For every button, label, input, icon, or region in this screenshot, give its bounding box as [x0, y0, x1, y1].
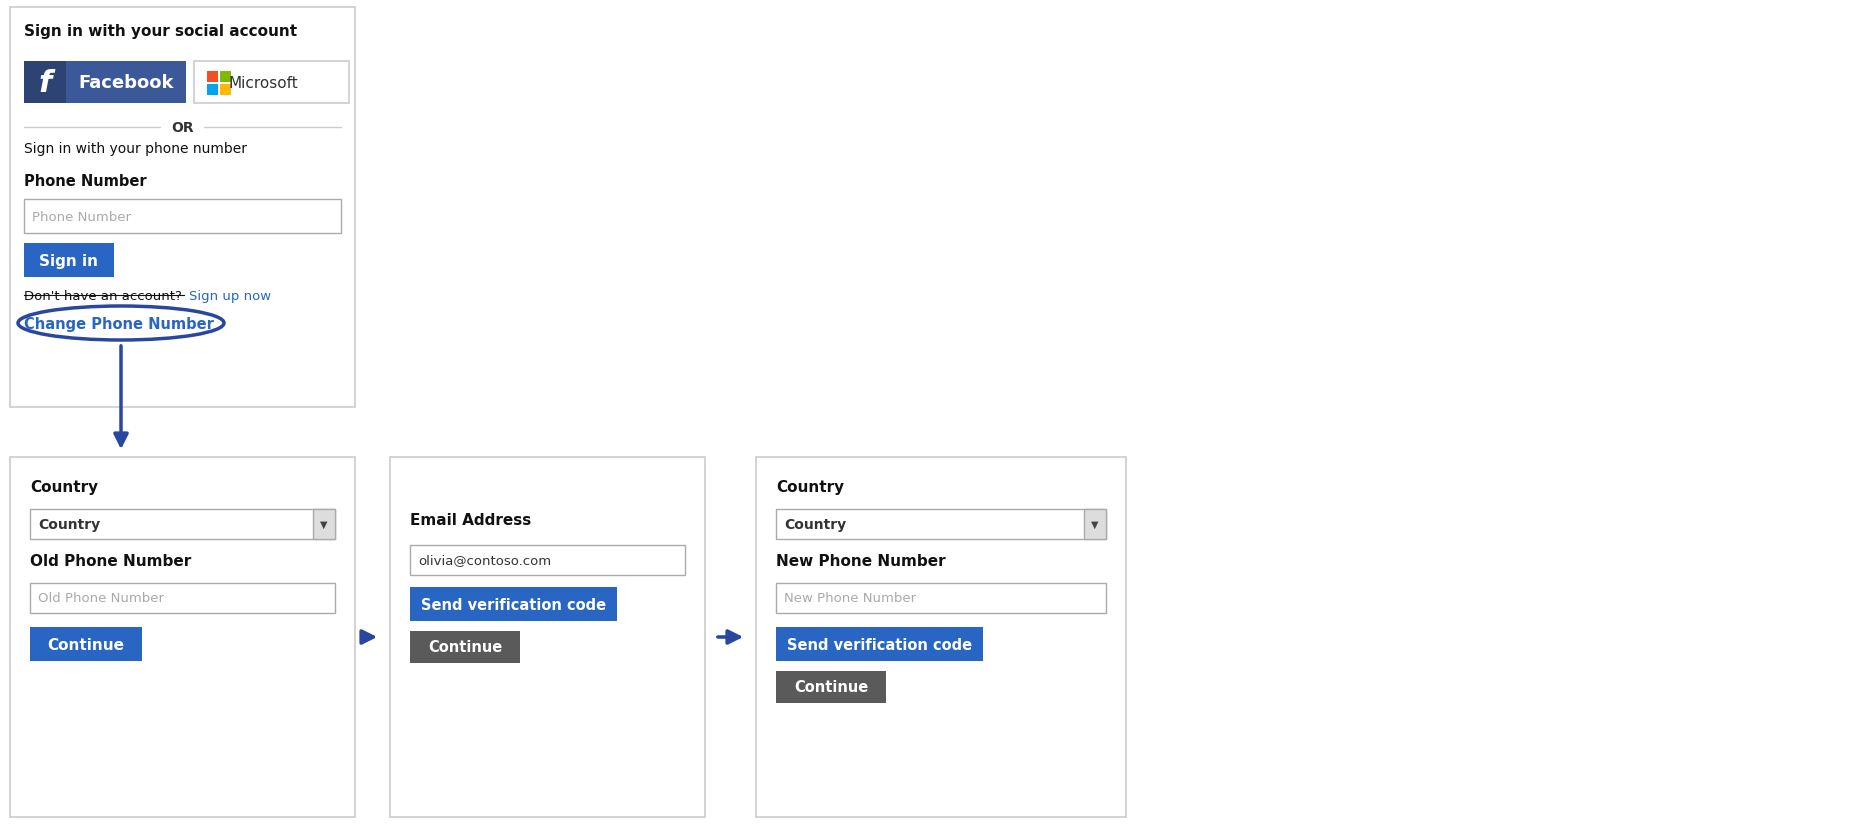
Bar: [219, 85, 231, 96]
Text: Sign in with your phone number: Sign in with your phone number: [24, 142, 247, 155]
FancyBboxPatch shape: [312, 509, 335, 539]
Text: ▼: ▼: [1091, 519, 1099, 529]
Text: Microsoft: Microsoft: [229, 75, 297, 90]
Text: Continue: Continue: [428, 640, 502, 655]
Text: New Phone Number: New Phone Number: [784, 592, 916, 604]
FancyBboxPatch shape: [411, 545, 684, 575]
FancyBboxPatch shape: [390, 457, 705, 817]
FancyBboxPatch shape: [775, 509, 1106, 539]
Text: Phone Number: Phone Number: [32, 210, 130, 223]
Text: ▼: ▼: [320, 519, 327, 529]
Text: Don't have an account?: Don't have an account?: [24, 289, 182, 302]
FancyBboxPatch shape: [1084, 509, 1106, 539]
Text: OR: OR: [171, 121, 193, 135]
FancyBboxPatch shape: [775, 627, 983, 661]
Text: Continue: Continue: [794, 680, 868, 695]
Bar: [206, 85, 218, 96]
FancyBboxPatch shape: [193, 62, 349, 104]
FancyBboxPatch shape: [30, 509, 335, 539]
Text: Sign up now: Sign up now: [190, 289, 271, 302]
Text: New Phone Number: New Phone Number: [775, 553, 946, 568]
FancyBboxPatch shape: [757, 457, 1127, 817]
FancyBboxPatch shape: [30, 584, 335, 614]
Text: Send verification code: Send verification code: [786, 637, 972, 652]
FancyBboxPatch shape: [411, 588, 617, 621]
Text: Country: Country: [775, 479, 844, 494]
FancyBboxPatch shape: [9, 457, 355, 817]
FancyBboxPatch shape: [24, 62, 186, 104]
FancyBboxPatch shape: [775, 671, 887, 703]
Bar: [219, 72, 231, 83]
FancyBboxPatch shape: [30, 627, 141, 661]
FancyBboxPatch shape: [9, 8, 355, 407]
Text: Email Address: Email Address: [411, 512, 532, 528]
Text: Country: Country: [37, 517, 100, 532]
FancyBboxPatch shape: [24, 62, 67, 104]
Text: Sign in with your social account: Sign in with your social account: [24, 24, 297, 39]
Text: Country: Country: [30, 479, 99, 494]
Text: Facebook: Facebook: [78, 74, 173, 92]
FancyBboxPatch shape: [24, 244, 113, 278]
Text: Country: Country: [784, 517, 846, 532]
FancyBboxPatch shape: [24, 200, 340, 234]
Text: Phone Number: Phone Number: [24, 174, 147, 189]
FancyBboxPatch shape: [411, 631, 521, 663]
Text: Sign in: Sign in: [39, 253, 99, 268]
Text: Old Phone Number: Old Phone Number: [37, 592, 164, 604]
FancyBboxPatch shape: [775, 584, 1106, 614]
Bar: [206, 72, 218, 83]
Text: Continue: Continue: [48, 637, 125, 652]
Text: f: f: [39, 69, 52, 97]
Text: Change Phone Number: Change Phone Number: [24, 316, 214, 331]
Text: olivia@contoso.com: olivia@contoso.com: [418, 553, 550, 567]
Text: Send verification code: Send verification code: [420, 597, 606, 612]
Text: Old Phone Number: Old Phone Number: [30, 553, 191, 568]
